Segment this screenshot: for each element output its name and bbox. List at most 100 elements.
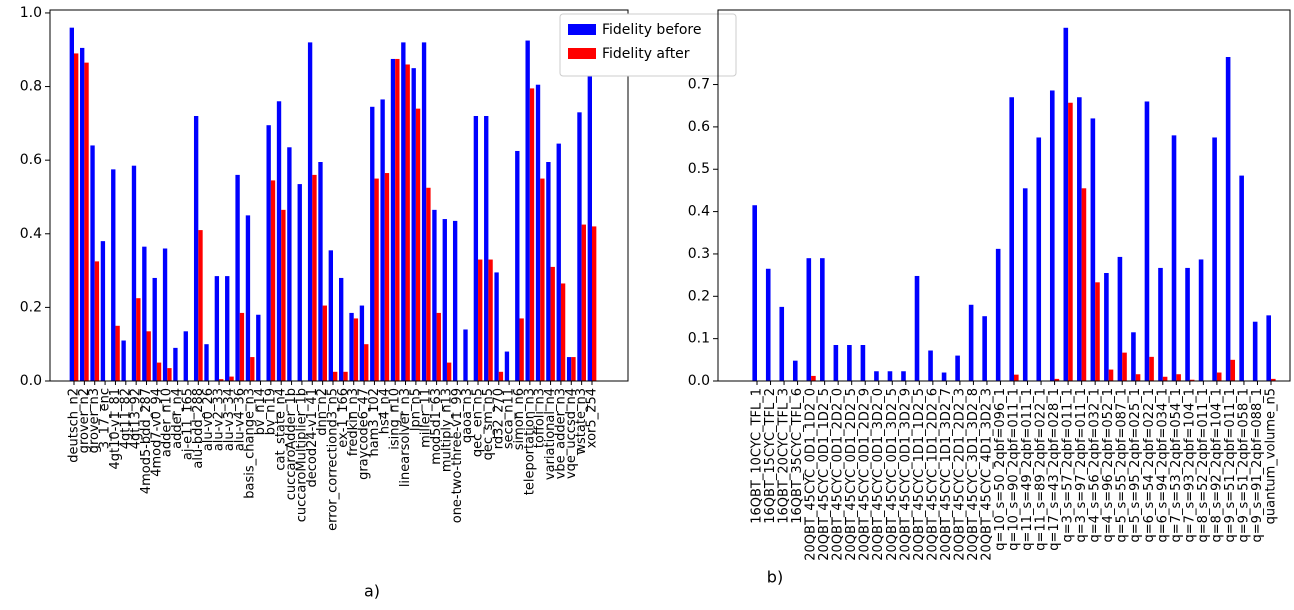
bar <box>928 350 933 381</box>
x-tick-label: dnn_n2 <box>315 388 330 436</box>
bar <box>225 276 230 381</box>
bar <box>204 344 209 381</box>
bar <box>1009 97 1014 381</box>
bar <box>525 40 530 381</box>
legend-box <box>559 13 737 77</box>
bar <box>432 209 437 381</box>
x-tick-label: cuccaroMultiplier_1b <box>294 388 309 522</box>
legend-label: Fidelity before <box>602 22 701 38</box>
bar <box>339 277 344 381</box>
bar <box>1104 273 1109 381</box>
bar <box>535 84 541 382</box>
x-tick-label: 4gt11_82 <box>118 388 133 449</box>
bar <box>1077 97 1082 381</box>
bar <box>167 368 172 381</box>
x-tick-label: cuccaroAdder_1b <box>284 388 299 500</box>
bar <box>529 88 535 381</box>
x-tick-label: fredkin_n3 <box>346 388 361 456</box>
bar <box>343 371 348 381</box>
bar <box>546 162 551 381</box>
x-tick-label: q=6_s=54_2qbf=022_1 <box>1142 388 1157 542</box>
bar <box>100 241 106 381</box>
bar <box>498 371 504 381</box>
bar <box>121 340 126 381</box>
bar <box>463 329 468 381</box>
x-tick-label: 4gt13_92 <box>129 388 144 449</box>
y-tick-label: 0.6 <box>688 119 710 135</box>
bar <box>504 351 510 381</box>
x-tick-label: 16QBT_10CYC_TFL_1 <box>750 388 765 524</box>
bar <box>1090 118 1096 381</box>
x-tick-label: variational_n4 <box>543 388 558 480</box>
bar <box>74 53 79 382</box>
bar <box>1230 359 1236 381</box>
bar <box>811 375 816 381</box>
bar <box>84 62 89 381</box>
x-tick-label: alu-v0_26 <box>201 388 216 451</box>
bar <box>1081 188 1087 381</box>
bar <box>162 248 168 381</box>
bar <box>1144 101 1150 381</box>
bar <box>1131 332 1136 381</box>
bar <box>442 219 447 381</box>
x-tick-label: 20QBT_45CYC_0D1_2D2_9 <box>858 388 873 561</box>
x-tick-label: 4mod7-v0_94 <box>149 388 164 477</box>
bar <box>359 305 365 381</box>
bar <box>1135 374 1141 381</box>
bar <box>146 331 151 381</box>
bar <box>1185 267 1190 381</box>
bar <box>1036 137 1042 381</box>
x-tick-label: q=4_s=56_2qbf=032_1 <box>1088 388 1103 542</box>
bar <box>860 345 866 381</box>
x-tick-label: lpn_n5 <box>408 388 423 431</box>
x-tick-label: qec_en_n5 <box>471 388 486 457</box>
x-tick-label: 20QBT_45CYC_1D1_1D2_5 <box>912 388 927 561</box>
y-tick-label: 0.6 <box>20 152 42 168</box>
x-tick-label: vqe_uccsd_n4 <box>564 388 579 479</box>
x-tick-label: 16QBT_20CYC_TFL_3 <box>777 388 792 524</box>
bar <box>478 259 483 381</box>
bar <box>297 184 302 381</box>
bar <box>90 145 95 381</box>
y-tick-label: 0.7 <box>688 77 710 93</box>
bar <box>901 371 906 381</box>
x-tick-label: adder_n10 <box>160 388 175 457</box>
bar <box>183 331 188 381</box>
bar <box>214 276 220 381</box>
x-tick-label: q=8_s=92_2qbf=104_1 <box>1209 388 1224 542</box>
bar <box>1162 376 1168 381</box>
bar <box>131 165 137 381</box>
x-tick-label: alu-v4_36 <box>232 388 247 451</box>
x-tick-label: simon_n6 <box>512 388 527 450</box>
x-tick-label: grover_n2 <box>77 388 92 453</box>
x-tick-label: linearsolver_n3 <box>398 388 413 487</box>
y-tick-label: 0.3 <box>688 246 710 262</box>
y-tick-label: 1.0 <box>20 5 42 21</box>
x-tick-label: alu-v2_33 <box>212 388 227 451</box>
bar <box>1068 102 1073 381</box>
bar <box>540 178 545 381</box>
legend-label: Fidelity after <box>602 46 690 62</box>
bar <box>395 58 400 382</box>
bar <box>307 42 313 382</box>
bar <box>411 68 416 382</box>
x-tick-label: qaoa_n3 <box>460 388 475 443</box>
x-tick-label: q=5_s=55_2qbf=087_1 <box>1115 388 1130 542</box>
x-tick-label: ex-1_166 <box>336 388 351 448</box>
x-tick-label: multiply_n13 <box>439 388 454 472</box>
x-tick-label: 20QBT_45CYC_1D1_2D2_6 <box>925 388 940 561</box>
bar <box>276 101 282 382</box>
bar <box>80 47 85 381</box>
y-tick-label: 0.0 <box>688 373 710 389</box>
x-tick-label: q=9_s=91_2qbf=088_1 <box>1250 388 1265 542</box>
bar <box>318 162 323 381</box>
x-tick-label: q=5_s=95_2qbf=025_1 <box>1128 388 1143 542</box>
x-tick-label: grover_n3 <box>87 388 102 453</box>
bar <box>270 180 276 381</box>
y-tick-label: 0.4 <box>20 226 42 242</box>
bar <box>779 306 785 381</box>
bar <box>312 174 317 381</box>
bar <box>370 106 375 381</box>
x-tick-label: cat_state_n4 <box>274 388 289 471</box>
y-tick-label: 0.4 <box>688 204 710 220</box>
